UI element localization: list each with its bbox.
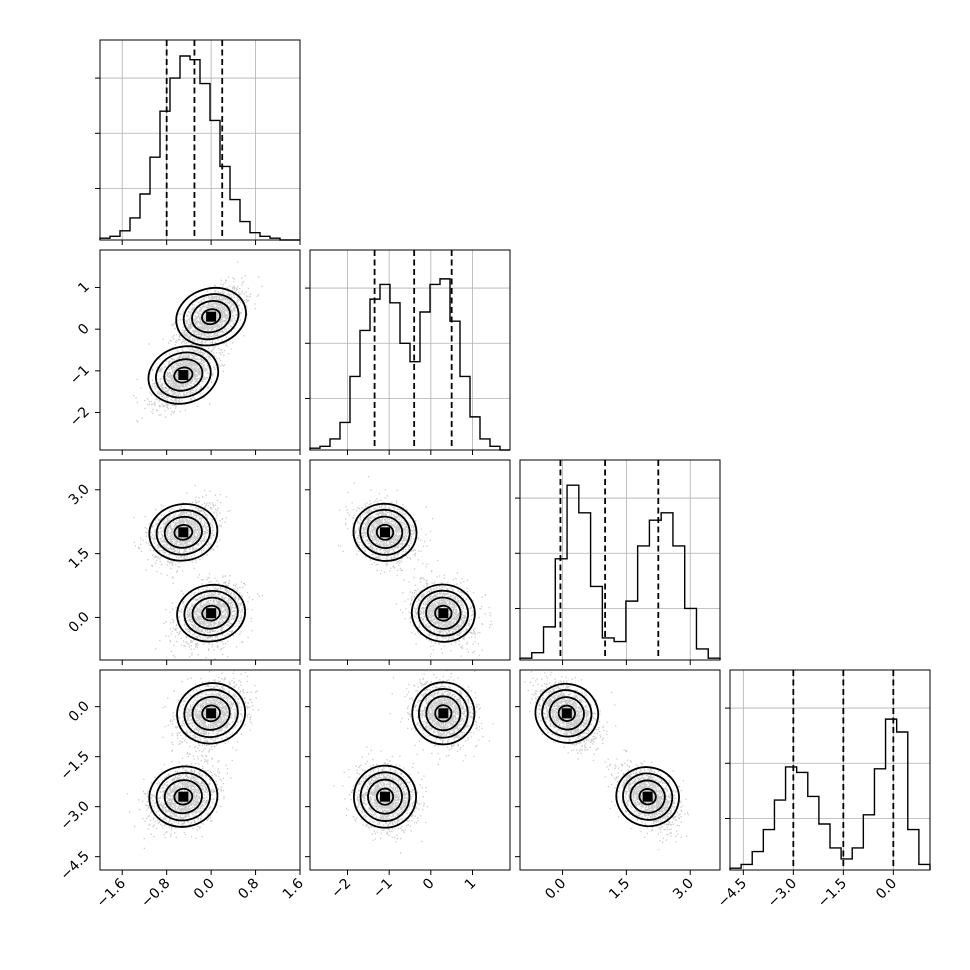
xlabel-tick-0-3: 0.8	[235, 876, 262, 903]
hist-panel-1	[305, 250, 510, 455]
ylabel-tick-3-3: 0.0	[66, 698, 93, 725]
panel-2-0: 0.0 1.5 3.0	[66, 460, 300, 665]
peak-3-2-1	[643, 792, 653, 802]
panel-frame-3-1	[310, 670, 510, 870]
xlabel-tick-3-3: 0.0	[873, 876, 900, 903]
panel-1-0: −2 −1 0 1	[67, 250, 300, 455]
peak-2-1-1	[380, 527, 390, 537]
xlabel-tick-3-2: −1.5	[815, 876, 850, 911]
xlabel-tick-1-0: −2	[328, 876, 354, 902]
ylabel-tick-1-0: −2	[67, 404, 93, 430]
ylabel-tick-1-2: 0	[75, 321, 93, 339]
panel-2-1	[305, 460, 510, 665]
histogram-3	[730, 719, 930, 870]
xlabel-tick-0-0: −1.6	[94, 875, 129, 910]
ylabel-tick-1-1: −1	[67, 362, 93, 388]
scatter-points-3-1	[333, 663, 493, 854]
panel-content-2-0	[133, 485, 263, 660]
xlabel-tick-0-4: 1.6	[280, 875, 307, 902]
scatter-points-1-0	[133, 262, 262, 423]
peak-2-1-0	[438, 608, 448, 618]
ylabel-tick-2-1: 1.5	[66, 545, 93, 572]
peak-2-0-1	[178, 527, 188, 537]
xlabel-tick-0-1: −0.8	[138, 876, 173, 911]
scatter-points-2-1	[338, 476, 493, 662]
xlabel-tick-1-1: −1	[370, 876, 396, 902]
peak-1-0-0	[206, 312, 216, 322]
panel-content-3-2	[524, 663, 689, 850]
ylabel-tick-3-0: −4.5	[57, 848, 92, 883]
panel-frame-2-1	[310, 460, 510, 660]
panel-3-1	[305, 663, 510, 875]
hist-panel-2	[515, 460, 720, 665]
ylabel-tick-2-0: 0.0	[66, 609, 93, 636]
ylabel-tick-3-1: −3.0	[57, 798, 92, 833]
xlabel-tick-3-1: −3.0	[765, 876, 800, 911]
histogram-0	[100, 56, 300, 240]
xlabel-tick-2-1: 1.5	[606, 876, 633, 903]
ylabel-tick-2-2: 3.0	[66, 481, 93, 508]
peak-3-0-1	[178, 792, 188, 802]
peak-3-1-0	[438, 708, 448, 718]
hist-panel-3	[725, 670, 930, 875]
xlabel-tick-3-0: −4.5	[715, 876, 750, 911]
panel-content-3-1	[333, 663, 493, 854]
panel-content-1-0	[133, 262, 262, 423]
peak-3-2-0	[562, 708, 572, 718]
peak-3-1-1	[380, 792, 390, 802]
panel-3-2	[515, 663, 720, 875]
histogram-1	[310, 279, 510, 450]
xlabel-tick-1-2: 0	[420, 876, 438, 894]
xlabel-tick-2-0: 0.0	[542, 876, 569, 903]
peak-3-0-0	[206, 708, 216, 718]
xlabel-tick-2-2: 3.0	[670, 876, 697, 903]
ylabel-tick-3-2: −1.5	[57, 748, 92, 783]
hist-panel-0	[95, 40, 300, 245]
panel-content-2-1	[338, 476, 493, 662]
panel-3-0: −4.5 −3.0 −1.5 0.0	[57, 669, 300, 884]
peak-2-0-0	[206, 608, 216, 618]
peak-1-0-1	[178, 370, 188, 380]
xlabel-tick-0-2: 0.0	[191, 876, 218, 903]
panel-content-3-0	[127, 669, 259, 849]
xlabel-tick-1-3: 1	[462, 876, 480, 894]
ylabel-tick-1-3: 1	[75, 279, 93, 297]
